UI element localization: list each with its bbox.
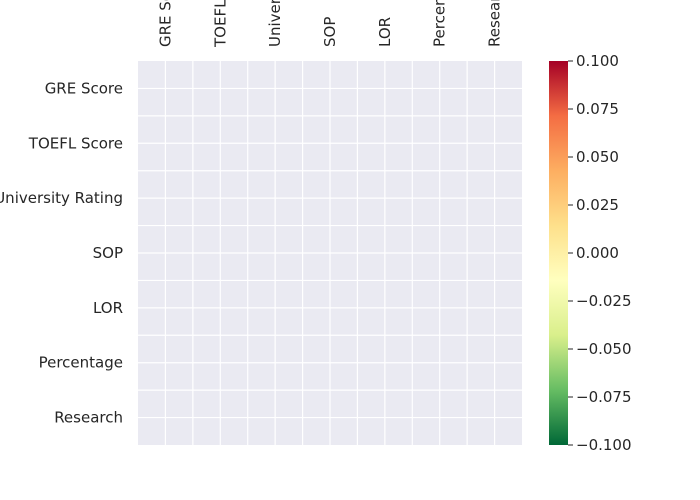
heatmap-plot-area: [138, 61, 522, 445]
colorbar-tick-label: −0.025: [576, 292, 632, 310]
y-tick-label-lor: LOR: [93, 299, 123, 317]
colorbar-tick-label: −0.100: [576, 436, 632, 454]
colorbar-tick-label: 0.000: [576, 244, 619, 262]
colorbar-tick-label: 0.075: [576, 100, 619, 118]
x-tick-label-percentage: Percentage: [431, 0, 449, 47]
colorbar: 0.100 0.075 0.050 0.025 0.000 −0.025 −0.050 −0.…: [549, 52, 632, 454]
y-tick-label-percentage: Percentage: [39, 354, 123, 372]
y-tick-label-research: Research: [54, 409, 123, 427]
colorbar-tick-label: −0.075: [576, 388, 632, 406]
x-tick-label-university-rating: University Rating: [266, 0, 284, 47]
x-tick-label-sop: SOP: [321, 17, 339, 47]
y-tick-label-university-rating: University Rating: [0, 189, 123, 207]
colorbar-tick-label: 0.050: [576, 148, 619, 166]
colorbar-gradient: [549, 61, 568, 445]
y-tick-label-toefl-score: TOEFL Score: [28, 134, 123, 152]
x-tick-label-lor: LOR: [376, 17, 394, 47]
x-tick-label-toefl-score: TOEFL Score: [211, 0, 229, 48]
colorbar-tick-label: −0.050: [576, 340, 632, 358]
y-axis: GRE Score TOEFL Score University Rating SOP…: [0, 79, 123, 426]
colorbar-tick-label: 0.025: [576, 196, 619, 214]
y-tick-label-gre-score: GRE Score: [45, 79, 123, 97]
y-tick-label-sop: SOP: [93, 244, 123, 262]
x-tick-label-research: Research: [486, 0, 504, 47]
x-tick-label-gre-score: GRE Score: [156, 0, 174, 47]
colorbar-tick-label: 0.100: [576, 52, 619, 70]
x-axis: GRE Score TOEFL Score University Rating SOP…: [156, 0, 504, 48]
